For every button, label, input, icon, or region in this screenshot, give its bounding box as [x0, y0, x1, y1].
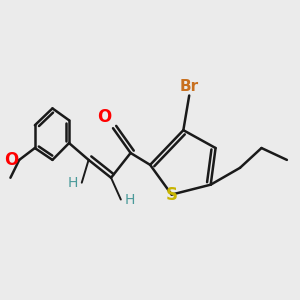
Text: O: O: [97, 108, 111, 126]
Text: Br: Br: [180, 79, 199, 94]
Text: H: H: [68, 176, 78, 190]
Text: S: S: [166, 186, 178, 204]
Text: O: O: [4, 151, 18, 169]
Text: H: H: [125, 193, 135, 206]
